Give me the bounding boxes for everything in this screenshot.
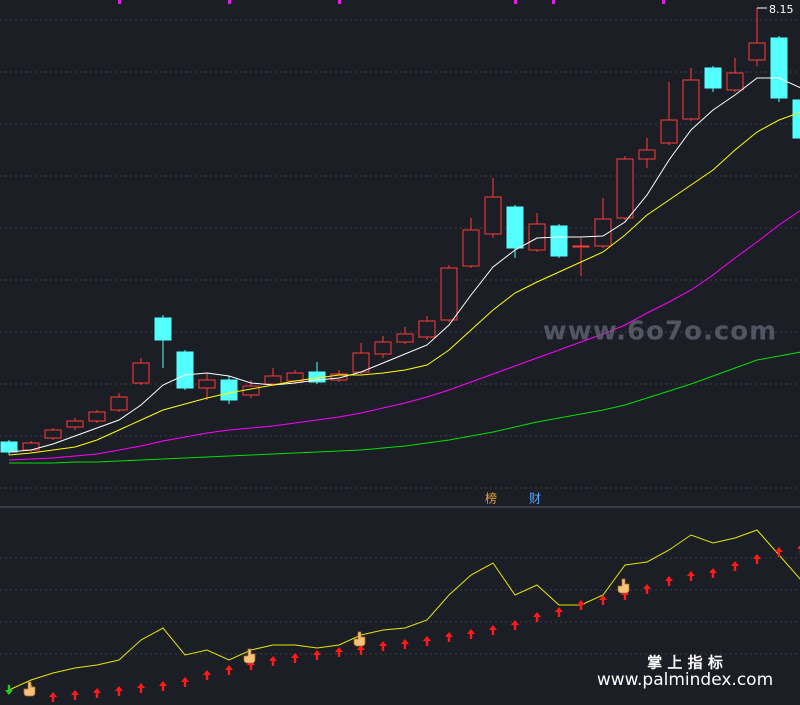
signal-arrow (511, 620, 519, 630)
signal-arrow (357, 645, 365, 655)
signal-arrow (269, 656, 277, 666)
signal-arrow (665, 576, 673, 586)
candle-body (44, 429, 62, 439)
signal-arrow (225, 665, 233, 675)
high-label: 8.15 (769, 3, 794, 16)
watermark-site: www.6o7o.com (543, 317, 777, 347)
signal-arrow (489, 625, 497, 635)
candle-body (330, 373, 348, 381)
candle-body (594, 218, 612, 247)
candle-body (660, 119, 678, 144)
candle-body (770, 37, 788, 99)
candle-body (374, 341, 392, 355)
signal-arrow (159, 681, 167, 691)
signal-arrow (203, 670, 211, 680)
candle-body (462, 229, 480, 267)
line-series (8, 529, 800, 691)
hand-icon (353, 631, 366, 647)
candle-body (704, 67, 722, 89)
grid (0, 0, 800, 655)
watermark-brand: 掌 上 指 标 (647, 654, 723, 672)
top-markers (118, 0, 665, 4)
candle-body (638, 149, 656, 160)
candle-body (132, 362, 150, 384)
signal-arrow (797, 545, 800, 554)
candle-body (88, 411, 106, 422)
candle-body (0, 441, 18, 453)
signal-arrow (687, 571, 695, 581)
signal-arrow (93, 688, 101, 698)
candle-body (220, 379, 238, 401)
signal-arrow (709, 568, 717, 578)
signal-arrow (71, 690, 79, 700)
candle-body (528, 223, 546, 251)
line-series (8, 111, 800, 456)
signal-arrow (115, 686, 123, 696)
marker (662, 0, 665, 4)
signal-arrow (137, 683, 145, 693)
candle-body (418, 320, 436, 338)
candle-body (748, 42, 766, 61)
candle-body (484, 196, 502, 235)
signal-arrow (49, 692, 57, 702)
line-series (8, 210, 800, 461)
hand-icon (243, 648, 256, 664)
candle-body (506, 206, 524, 249)
marker (338, 0, 341, 4)
candle-body (264, 375, 282, 385)
signal-arrow (379, 641, 387, 651)
candle-body (792, 99, 800, 139)
hand-icon (617, 578, 630, 594)
signal-arrow (423, 636, 431, 646)
candle-body (396, 333, 414, 343)
signal-arrow (533, 612, 541, 622)
candle-body (66, 420, 84, 428)
candle-body (110, 396, 128, 411)
signal-arrow (181, 677, 189, 687)
candle-body (154, 317, 172, 341)
signal-arrow (291, 653, 299, 663)
signal-arrow (401, 639, 409, 649)
signal-arrow (445, 632, 453, 642)
candle-body (440, 267, 458, 321)
signal-arrow (313, 650, 321, 660)
signal-arrow (731, 561, 739, 571)
marker (118, 0, 121, 4)
marker (552, 0, 555, 4)
signal-arrow (5, 685, 13, 695)
candle-body (616, 158, 634, 219)
marker (514, 0, 517, 4)
marker (228, 0, 231, 4)
candle-body (176, 351, 194, 389)
signal-arrow (577, 600, 585, 610)
candle-body (682, 79, 700, 120)
panel-label: 榜 (485, 491, 497, 506)
panel-label: 财 (529, 492, 541, 506)
signal-arrow (753, 554, 761, 564)
signal-arrow (335, 647, 343, 657)
hand-icon (23, 681, 36, 697)
signal-arrow (643, 584, 651, 594)
watermark-url: www.palmindex.com (597, 670, 773, 690)
signal-arrow (775, 547, 783, 557)
candle-body (550, 225, 568, 257)
signal-arrow (467, 629, 475, 639)
candle-body (572, 245, 590, 248)
line-series (9, 351, 800, 464)
line-series (8, 77, 800, 453)
candle-body (198, 379, 216, 389)
signal-arrow (555, 607, 563, 617)
candle-body (352, 352, 370, 373)
signal-arrow (599, 595, 607, 605)
candle-body (726, 72, 744, 91)
